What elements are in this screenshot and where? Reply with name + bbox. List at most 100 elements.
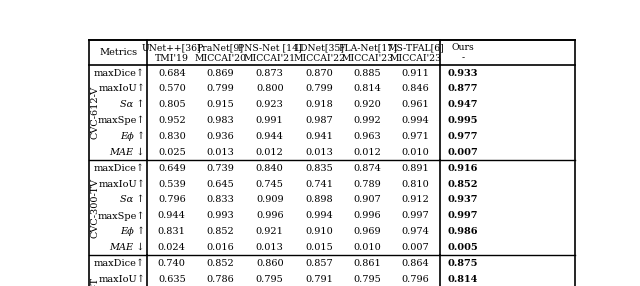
Text: 0.795: 0.795 bbox=[353, 275, 381, 284]
Text: CVC-612-T: CVC-612-T bbox=[90, 277, 99, 286]
Text: 0.846: 0.846 bbox=[402, 84, 429, 94]
Text: 0.995: 0.995 bbox=[447, 116, 478, 125]
Text: 0.739: 0.739 bbox=[206, 164, 234, 173]
Text: 0.833: 0.833 bbox=[206, 195, 234, 204]
Text: 0.996: 0.996 bbox=[256, 211, 284, 220]
Text: 0.789: 0.789 bbox=[353, 180, 381, 188]
Text: 0.974: 0.974 bbox=[402, 227, 429, 236]
Text: maxSpe↑: maxSpe↑ bbox=[97, 211, 145, 221]
Text: 0.860: 0.860 bbox=[256, 259, 284, 268]
Text: Sα ↑: Sα ↑ bbox=[120, 100, 145, 109]
Text: 0.570: 0.570 bbox=[158, 84, 186, 94]
Text: 0.015: 0.015 bbox=[305, 243, 333, 252]
Text: 0.885: 0.885 bbox=[354, 69, 381, 78]
Text: MICCAI'23: MICCAI'23 bbox=[341, 53, 394, 63]
Text: 0.791: 0.791 bbox=[305, 275, 333, 284]
Text: 0.852: 0.852 bbox=[206, 227, 234, 236]
Text: 0.857: 0.857 bbox=[305, 259, 333, 268]
Text: 0.923: 0.923 bbox=[256, 100, 284, 109]
Text: 0.977: 0.977 bbox=[447, 132, 478, 141]
Text: MICCAI'22: MICCAI'22 bbox=[293, 53, 346, 63]
Text: 0.920: 0.920 bbox=[353, 100, 381, 109]
Text: LDNet[35]: LDNet[35] bbox=[294, 43, 344, 52]
Text: 0.795: 0.795 bbox=[256, 275, 284, 284]
Text: 0.941: 0.941 bbox=[305, 132, 333, 141]
Text: 0.918: 0.918 bbox=[305, 100, 333, 109]
Text: 0.831: 0.831 bbox=[158, 227, 186, 236]
Text: 0.799: 0.799 bbox=[206, 84, 234, 94]
Text: 0.875: 0.875 bbox=[447, 259, 478, 268]
Text: 0.992: 0.992 bbox=[353, 116, 381, 125]
Text: 0.024: 0.024 bbox=[158, 243, 186, 252]
Text: 0.799: 0.799 bbox=[305, 84, 333, 94]
Text: maxIoU↑: maxIoU↑ bbox=[98, 180, 145, 188]
Text: 0.013: 0.013 bbox=[206, 148, 234, 157]
Text: 0.952: 0.952 bbox=[158, 116, 186, 125]
Text: maxDice↑: maxDice↑ bbox=[94, 69, 145, 78]
Text: 0.987: 0.987 bbox=[305, 116, 333, 125]
Text: 0.873: 0.873 bbox=[256, 69, 284, 78]
Text: MICCAI'20: MICCAI'20 bbox=[194, 53, 246, 63]
Text: 0.800: 0.800 bbox=[256, 84, 284, 94]
Text: maxDice↑: maxDice↑ bbox=[94, 164, 145, 173]
Text: UNet++[36]: UNet++[36] bbox=[142, 43, 202, 52]
Text: 0.874: 0.874 bbox=[353, 164, 381, 173]
Text: 0.830: 0.830 bbox=[158, 132, 186, 141]
Text: 0.983: 0.983 bbox=[206, 116, 234, 125]
Text: 0.007: 0.007 bbox=[447, 148, 478, 157]
Text: 0.944: 0.944 bbox=[256, 132, 284, 141]
Text: CVC-300-TV: CVC-300-TV bbox=[90, 178, 99, 238]
Text: 0.910: 0.910 bbox=[305, 227, 333, 236]
Text: 0.010: 0.010 bbox=[402, 148, 429, 157]
Text: 0.684: 0.684 bbox=[158, 69, 186, 78]
Text: 0.645: 0.645 bbox=[206, 180, 234, 188]
Text: maxIoU↑: maxIoU↑ bbox=[98, 275, 145, 284]
Text: FLA-Net[17]: FLA-Net[17] bbox=[338, 43, 397, 52]
Text: MS-TFAL[6]: MS-TFAL[6] bbox=[387, 43, 444, 52]
Text: 0.635: 0.635 bbox=[158, 275, 186, 284]
Text: 0.025: 0.025 bbox=[158, 148, 186, 157]
Text: 0.835: 0.835 bbox=[305, 164, 333, 173]
Text: Sα ↑: Sα ↑ bbox=[120, 195, 145, 204]
Text: 0.891: 0.891 bbox=[402, 164, 429, 173]
Text: 0.869: 0.869 bbox=[206, 69, 234, 78]
Text: 0.916: 0.916 bbox=[447, 164, 478, 173]
Text: 0.013: 0.013 bbox=[256, 243, 284, 252]
Text: Eϕ ↑: Eϕ ↑ bbox=[120, 227, 145, 236]
Text: 0.814: 0.814 bbox=[447, 275, 478, 284]
Text: 0.005: 0.005 bbox=[447, 243, 478, 252]
Text: -: - bbox=[461, 53, 464, 63]
Text: TMI'19: TMI'19 bbox=[155, 53, 189, 63]
Text: 0.912: 0.912 bbox=[402, 195, 429, 204]
Text: 0.994: 0.994 bbox=[305, 211, 333, 220]
Text: 0.013: 0.013 bbox=[305, 148, 333, 157]
Text: 0.898: 0.898 bbox=[305, 195, 333, 204]
Text: MICCAI'23: MICCAI'23 bbox=[390, 53, 442, 63]
Text: 0.944: 0.944 bbox=[158, 211, 186, 220]
Text: 0.796: 0.796 bbox=[402, 275, 429, 284]
Text: 0.740: 0.740 bbox=[158, 259, 186, 268]
Text: 0.877: 0.877 bbox=[447, 84, 478, 94]
Text: 0.963: 0.963 bbox=[353, 132, 381, 141]
Text: 0.993: 0.993 bbox=[206, 211, 234, 220]
Text: 0.012: 0.012 bbox=[353, 148, 381, 157]
Text: 0.012: 0.012 bbox=[256, 148, 284, 157]
Text: MICCAI'21: MICCAI'21 bbox=[244, 53, 296, 63]
Text: 0.870: 0.870 bbox=[305, 69, 333, 78]
Text: 0.741: 0.741 bbox=[305, 180, 333, 188]
Text: 0.840: 0.840 bbox=[256, 164, 284, 173]
Text: 0.915: 0.915 bbox=[206, 100, 234, 109]
Text: 0.971: 0.971 bbox=[402, 132, 429, 141]
Text: 0.994: 0.994 bbox=[402, 116, 429, 125]
Text: 0.986: 0.986 bbox=[447, 227, 478, 236]
Text: 0.969: 0.969 bbox=[354, 227, 381, 236]
Text: PNS-Net [14]: PNS-Net [14] bbox=[238, 43, 301, 52]
Text: 0.539: 0.539 bbox=[158, 180, 186, 188]
Text: 0.996: 0.996 bbox=[354, 211, 381, 220]
Text: 0.997: 0.997 bbox=[447, 211, 478, 220]
Text: Metrics: Metrics bbox=[99, 48, 137, 57]
Text: 0.936: 0.936 bbox=[206, 132, 234, 141]
Text: MAE ↓: MAE ↓ bbox=[109, 243, 145, 252]
Text: CVC-612-V: CVC-612-V bbox=[90, 86, 99, 139]
Text: MAE ↓: MAE ↓ bbox=[109, 148, 145, 157]
